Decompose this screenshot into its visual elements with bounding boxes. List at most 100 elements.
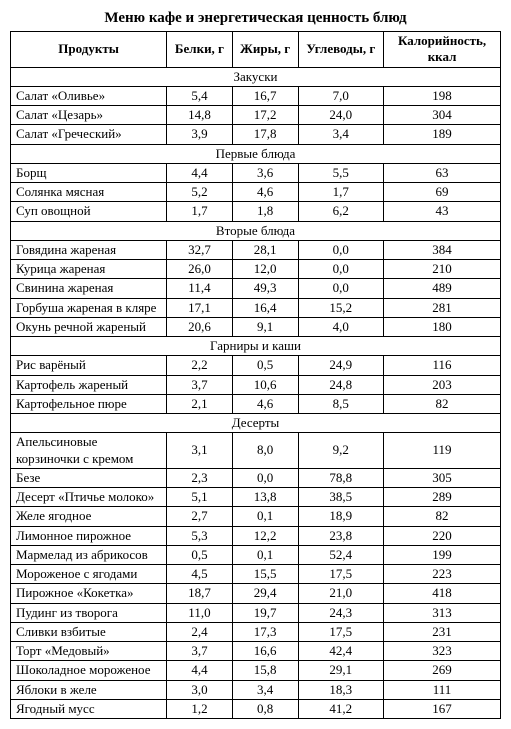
cell-protein: 5,3: [167, 526, 233, 545]
cell-carbs: 17,5: [298, 565, 384, 584]
cell-carbs: 1,7: [298, 183, 384, 202]
cell-kcal: 281: [384, 298, 501, 317]
table-row: Пудинг из творога11,019,724,3313: [11, 603, 501, 622]
cell-fat: 16,7: [232, 86, 298, 105]
table-row: Говядина жареная32,728,10,0384: [11, 240, 501, 259]
cell-protein: 0,5: [167, 545, 233, 564]
cell-kcal: 489: [384, 279, 501, 298]
cell-kcal: 210: [384, 260, 501, 279]
cell-protein: 2,2: [167, 356, 233, 375]
cell-protein: 5,4: [167, 86, 233, 105]
table-row: Торт «Медовый»3,716,642,4323: [11, 642, 501, 661]
cell-carbs: 21,0: [298, 584, 384, 603]
table-row: Мороженое с ягодами4,515,517,5223: [11, 565, 501, 584]
cell-name: Яблоки в желе: [11, 680, 167, 699]
table-row: Салат «Цезарь»14,817,224,0304: [11, 106, 501, 125]
section-row: Закуски: [11, 67, 501, 86]
cell-protein: 4,4: [167, 163, 233, 182]
cell-fat: 0,0: [232, 468, 298, 487]
cell-name: Желе ягодное: [11, 507, 167, 526]
section-title: Гарниры и каши: [11, 337, 501, 356]
cell-kcal: 289: [384, 488, 501, 507]
cell-kcal: 111: [384, 680, 501, 699]
table-row: Суп овощной1,71,86,243: [11, 202, 501, 221]
table-row: Рис варёный2,20,524,9116: [11, 356, 501, 375]
section-row: Гарниры и каши: [11, 337, 501, 356]
cell-name: Десерт «Птичье молоко»: [11, 488, 167, 507]
cell-fat: 17,8: [232, 125, 298, 144]
cell-name: Шоколадное мороженое: [11, 661, 167, 680]
cell-name: Говядина жареная: [11, 240, 167, 259]
table-row: Ягодный мусс1,20,841,2167: [11, 699, 501, 718]
cell-protein: 3,7: [167, 375, 233, 394]
cell-carbs: 5,5: [298, 163, 384, 182]
cell-fat: 4,6: [232, 394, 298, 413]
cell-protein: 1,2: [167, 699, 233, 718]
cell-carbs: 24,0: [298, 106, 384, 125]
cell-protein: 3,9: [167, 125, 233, 144]
cell-name: Мороженое с ягодами: [11, 565, 167, 584]
table-row: Салат «Греческий»3,917,83,4189: [11, 125, 501, 144]
section-row: Десерты: [11, 414, 501, 433]
cell-kcal: 203: [384, 375, 501, 394]
cell-carbs: 23,8: [298, 526, 384, 545]
header-row: Продукты Белки, г Жиры, г Углеводы, г Ка…: [11, 32, 501, 68]
cell-kcal: 269: [384, 661, 501, 680]
cell-carbs: 78,8: [298, 468, 384, 487]
cell-name: Солянка мясная: [11, 183, 167, 202]
table-row: Лимонное пирожное5,312,223,8220: [11, 526, 501, 545]
cell-kcal: 198: [384, 86, 501, 105]
cell-name: Свинина жареная: [11, 279, 167, 298]
cell-kcal: 231: [384, 622, 501, 641]
cell-fat: 16,6: [232, 642, 298, 661]
section-row: Вторые блюда: [11, 221, 501, 240]
cell-protein: 18,7: [167, 584, 233, 603]
cell-carbs: 15,2: [298, 298, 384, 317]
cell-carbs: 0,0: [298, 240, 384, 259]
cell-name: Салат «Оливье»: [11, 86, 167, 105]
cell-protein: 14,8: [167, 106, 233, 125]
cell-fat: 10,6: [232, 375, 298, 394]
cell-carbs: 0,0: [298, 279, 384, 298]
cell-protein: 2,3: [167, 468, 233, 487]
cell-protein: 32,7: [167, 240, 233, 259]
cell-name: Пудинг из творога: [11, 603, 167, 622]
cell-fat: 28,1: [232, 240, 298, 259]
cell-name: Салат «Цезарь»: [11, 106, 167, 125]
cell-name: Мармелад из абрикосов: [11, 545, 167, 564]
cell-protein: 2,4: [167, 622, 233, 641]
table-row: Горбуша жареная в кляре17,116,415,2281: [11, 298, 501, 317]
cell-name: Суп овощной: [11, 202, 167, 221]
cell-kcal: 180: [384, 317, 501, 336]
cell-protein: 11,0: [167, 603, 233, 622]
cell-fat: 49,3: [232, 279, 298, 298]
cell-kcal: 223: [384, 565, 501, 584]
cell-fat: 12,2: [232, 526, 298, 545]
cell-carbs: 24,9: [298, 356, 384, 375]
cell-fat: 19,7: [232, 603, 298, 622]
cell-name: Горбуша жареная в кляре: [11, 298, 167, 317]
cell-fat: 15,8: [232, 661, 298, 680]
table-row: Апельсиновые корзиночки с кремом3,18,09,…: [11, 433, 501, 469]
cell-kcal: 43: [384, 202, 501, 221]
cell-fat: 17,2: [232, 106, 298, 125]
cell-kcal: 82: [384, 507, 501, 526]
cell-carbs: 42,4: [298, 642, 384, 661]
table-row: Мармелад из абрикосов0,50,152,4199: [11, 545, 501, 564]
section-title: Закуски: [11, 67, 501, 86]
cell-fat: 0,1: [232, 545, 298, 564]
cell-fat: 0,1: [232, 507, 298, 526]
cell-name: Картофельное пюре: [11, 394, 167, 413]
cell-kcal: 119: [384, 433, 501, 469]
cell-fat: 13,8: [232, 488, 298, 507]
cell-name: Сливки взбитые: [11, 622, 167, 641]
cell-carbs: 9,2: [298, 433, 384, 469]
cell-fat: 0,5: [232, 356, 298, 375]
cell-carbs: 18,9: [298, 507, 384, 526]
col-header-fat: Жиры, г: [232, 32, 298, 68]
cell-kcal: 69: [384, 183, 501, 202]
cell-kcal: 323: [384, 642, 501, 661]
cell-fat: 9,1: [232, 317, 298, 336]
cell-name: Ягодный мусс: [11, 699, 167, 718]
table-row: Сливки взбитые2,417,317,5231: [11, 622, 501, 641]
